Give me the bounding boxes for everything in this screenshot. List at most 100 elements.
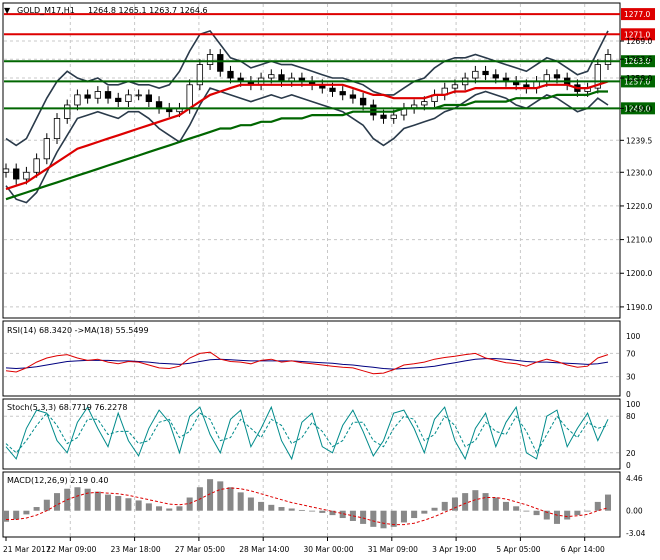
macd-bar — [309, 510, 316, 512]
price-tick-label: 1190.0 — [626, 303, 652, 312]
candle-body — [145, 94, 153, 103]
macd-bar — [482, 493, 489, 511]
macd-bar — [33, 507, 40, 511]
macd-bar — [176, 506, 183, 511]
macd-bar — [513, 506, 520, 511]
level-tag-label: 1263.0 — [624, 57, 650, 66]
rsi-line — [5, 351, 609, 375]
stoch-tick-label: 80 — [626, 412, 636, 421]
rsi-series — [5, 351, 609, 375]
stoch-tick-label: 20 — [626, 449, 636, 458]
x-tick-label: 23 Mar 18:00 — [111, 545, 161, 554]
level-tag — [621, 28, 655, 41]
x-tick-label: 21 Mar 2017 — [3, 545, 51, 554]
level-tag-label: 1277.0 — [624, 10, 650, 19]
rsi-label: RSI(14) 68.3420 ->MA(18) 55.5499 — [7, 326, 149, 335]
price-tick-label: 1220.0 — [626, 202, 652, 211]
candle-body — [53, 118, 61, 140]
macd-bar — [380, 510, 387, 529]
macd-bar — [441, 501, 448, 511]
stoch-label: Stoch(5,3,3) 68.7719 76.2278 — [7, 403, 127, 412]
level-tag — [621, 8, 655, 21]
macd-bar — [247, 497, 254, 511]
macd-bar — [421, 510, 428, 514]
rsi-ma-line — [5, 358, 609, 370]
candle-body — [115, 97, 122, 103]
macd-bar — [268, 504, 275, 511]
macd-bar — [105, 494, 112, 511]
stoch-tick-label: 0 — [626, 461, 631, 470]
macd-bar — [23, 510, 30, 515]
price-tick-label: 1230.0 — [626, 168, 652, 177]
candle-body — [125, 94, 132, 103]
macd-bar — [584, 510, 591, 512]
price-tick-label: 1249.0 — [626, 104, 652, 113]
stoch-series — [5, 405, 609, 461]
x-tick-label: 22 Mar 09:00 — [46, 545, 96, 554]
level-tag-label: 1257.0 — [624, 77, 650, 86]
price-tick-label: 1263.6 — [626, 55, 652, 64]
candle-body — [421, 101, 428, 106]
candle-body — [104, 91, 112, 99]
macd-signal-line — [6, 487, 609, 526]
level-tag-label: 1271.0 — [624, 30, 650, 39]
price-tick-label: 1258.0 — [626, 74, 652, 83]
rsi-tick-label: 30 — [626, 373, 636, 382]
macd-bar — [298, 509, 305, 511]
candle-body — [23, 171, 30, 180]
candle-body — [206, 54, 214, 65]
candle-body — [472, 70, 479, 79]
macd-bar — [54, 493, 61, 511]
ohlc-label: 1264.8 1265.1 1263.7 1264.6 — [88, 6, 208, 15]
macd-bar — [84, 488, 91, 511]
x-tick-label: 3 Apr 19:00 — [432, 545, 476, 554]
bollinger-upper-line — [5, 29, 609, 147]
candle-body — [217, 54, 224, 72]
candle-body — [482, 70, 489, 76]
price-tick-label: 1200.0 — [626, 269, 652, 278]
price-tick-label: 1210.0 — [626, 236, 652, 245]
x-tick-label: 27 Mar 05:00 — [175, 545, 225, 554]
candle-body — [74, 94, 81, 106]
macd-bar — [349, 510, 356, 521]
macd-bar — [156, 506, 163, 511]
stoch-main-line — [5, 405, 609, 461]
candle-body — [186, 84, 193, 109]
candle-body — [227, 70, 234, 79]
candle-body — [492, 74, 499, 79]
macd-bar — [227, 487, 234, 511]
candle-body — [2, 168, 10, 173]
macd-bar — [237, 492, 244, 511]
macd-bar — [574, 510, 581, 516]
macd-bar — [186, 497, 193, 511]
macd-bar — [370, 510, 377, 527]
level-tag — [621, 75, 655, 88]
candle-body — [329, 87, 336, 92]
macd-bar — [166, 508, 173, 511]
macd-bar — [2, 510, 10, 522]
macd-bar — [523, 510, 530, 512]
axis-labels: 1190.0 1200.0 1210.0 1220.0 1230.0 1239.5 1249… — [3, 37, 652, 554]
x-tick-label: 31 Mar 09:00 — [368, 545, 418, 554]
macd-bar — [258, 501, 265, 511]
ema-green-line — [5, 90, 608, 201]
macd-bar — [360, 510, 367, 524]
candle-body — [13, 168, 20, 180]
rsi-panel — [2, 320, 621, 397]
macd-tick-label: 4.46 — [626, 474, 643, 483]
macd-bar — [472, 490, 479, 511]
level-tag-label: 1249.0 — [624, 104, 650, 113]
macd-bar — [411, 510, 418, 519]
macd-bar — [604, 494, 612, 511]
macd-bar — [492, 497, 499, 511]
macd-bar — [13, 510, 20, 520]
rsi-tick-label: 0 — [626, 390, 631, 399]
x-tick-label: 5 Apr 05:00 — [496, 545, 540, 554]
macd-bar — [319, 510, 326, 513]
macd-bar — [400, 510, 407, 523]
macd-bar — [533, 510, 540, 516]
candle-body — [380, 114, 387, 119]
candle-body — [135, 94, 142, 97]
candle-body — [64, 104, 71, 119]
macd-bar — [125, 498, 132, 511]
